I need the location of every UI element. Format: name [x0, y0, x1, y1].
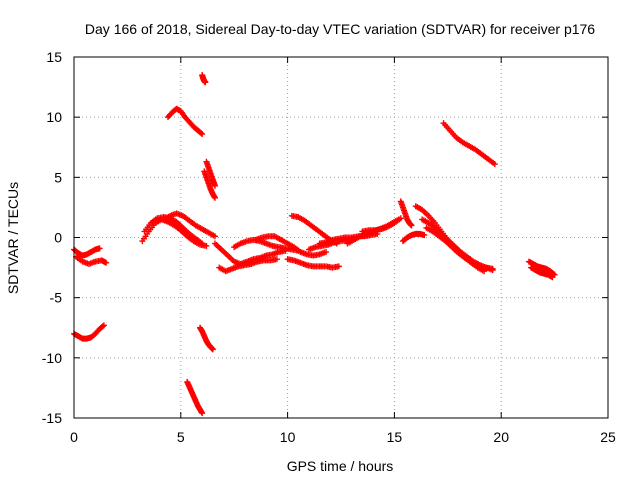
x-tick-label: 0	[70, 429, 78, 445]
data-point	[489, 266, 496, 273]
data-point	[211, 182, 218, 189]
data-point	[202, 79, 209, 86]
data-point	[408, 222, 415, 229]
y-tick-label: 10	[46, 109, 62, 125]
data-point	[209, 346, 216, 353]
plot-frame	[73, 56, 609, 419]
series-arc-7	[203, 158, 218, 189]
series-arc-1	[71, 245, 103, 259]
x-tick-label: 10	[280, 429, 296, 445]
series-arc-5	[199, 72, 209, 86]
x-tick-label: 15	[387, 429, 403, 445]
series-arc-4	[164, 105, 206, 138]
data-point	[199, 240, 206, 247]
data-point	[397, 215, 404, 222]
series-arc-27	[423, 224, 488, 275]
data-point	[199, 410, 206, 417]
data-point	[96, 245, 103, 252]
x-tick-label: 20	[493, 429, 509, 445]
data-point	[211, 194, 218, 201]
data-point	[421, 232, 428, 239]
data-point	[323, 248, 330, 255]
y-tick-label: 15	[46, 49, 62, 65]
series-arc-28	[440, 120, 498, 168]
x-tick-label: 25	[600, 429, 616, 445]
grid-lines	[74, 57, 608, 418]
data-point	[199, 131, 206, 138]
series-arc-12	[184, 378, 206, 417]
series-arc-11	[197, 324, 216, 353]
x-axis-label: GPS time / hours	[287, 458, 394, 474]
series-arc-10	[160, 210, 218, 240]
y-tick-label: -5	[50, 290, 63, 306]
series-arc-2	[73, 253, 110, 267]
data-point	[103, 259, 110, 266]
series-arc-3	[71, 322, 107, 342]
y-axis-label: SDTVAR / TECUs	[5, 182, 21, 294]
data-point	[273, 256, 280, 263]
series-arc-14	[216, 256, 280, 275]
series-arc-30	[528, 264, 556, 281]
data-point	[549, 274, 556, 281]
axis-ticks: 0 5 10 15 20 25 -15 -10 -5 0 5 10 15	[42, 49, 616, 445]
data-point	[203, 242, 210, 249]
data-point	[198, 130, 205, 137]
series-arc-6	[201, 168, 218, 201]
y-tick-label: 0	[54, 230, 62, 246]
series-arc-26	[419, 216, 496, 273]
series-arc-23	[397, 198, 415, 229]
series-arc-22	[359, 215, 404, 235]
y-tick-label: 5	[54, 169, 62, 185]
data-point	[100, 322, 107, 329]
x-tick-label: 5	[177, 429, 185, 445]
series-arc-20	[305, 235, 357, 253]
data-point	[211, 233, 218, 240]
series-arc-16	[252, 233, 330, 259]
data-point	[481, 268, 488, 275]
chart-title: Day 166 of 2018, Sidereal Day-to-day VTE…	[85, 21, 595, 37]
y-tick-label: -10	[42, 350, 62, 366]
data-points	[71, 72, 558, 417]
series-arc-24	[399, 230, 428, 245]
data-point	[99, 323, 106, 330]
y-tick-label: -15	[42, 410, 62, 426]
data-point	[491, 161, 498, 168]
data-point	[335, 263, 342, 270]
series-arc-17	[284, 256, 342, 271]
